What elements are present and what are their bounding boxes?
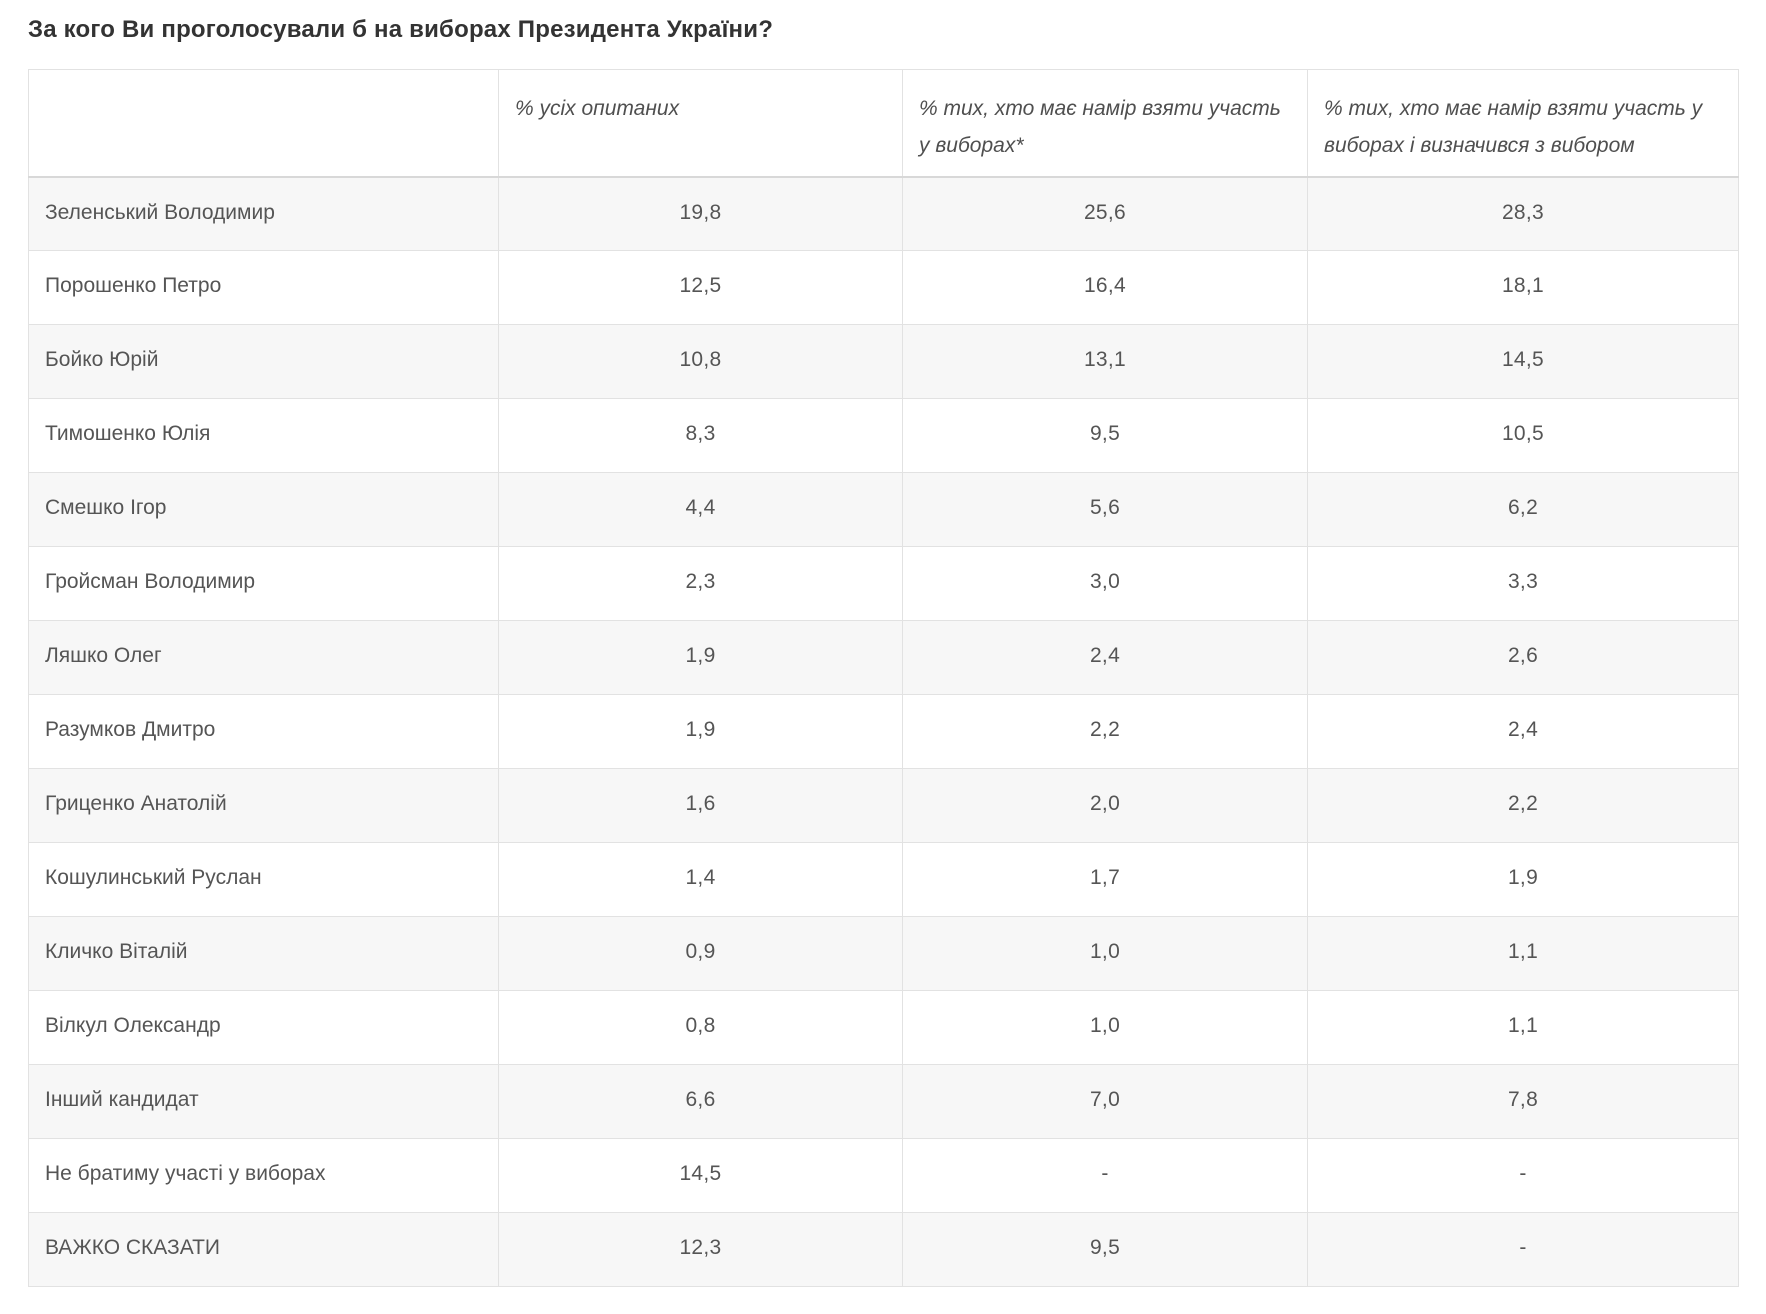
pct-intend-value: 13,1 <box>902 324 1308 399</box>
table-row: Разумков Дмитро 1,9 2,2 2,4 <box>28 694 1739 769</box>
pct-all-value: 0,8 <box>498 990 903 1065</box>
candidate-name: Гройсман Володимир <box>28 546 499 621</box>
pct-all-value: 1,9 <box>498 694 903 769</box>
col-header-pct-decided: % тих, хто має намір взяти участь у вибо… <box>1307 69 1739 178</box>
pct-intend-value: 1,0 <box>902 916 1308 991</box>
candidate-name: Не братиму участі у виборах <box>28 1138 499 1213</box>
pct-decided-value: 28,3 <box>1307 176 1739 251</box>
pct-all-value: 1,4 <box>498 842 903 917</box>
pct-all-value: 1,6 <box>498 768 903 843</box>
candidate-name: Разумков Дмитро <box>28 694 499 769</box>
pct-intend-value: 2,4 <box>902 620 1308 695</box>
pct-decided-value: 1,1 <box>1307 916 1739 991</box>
candidate-name: Вілкул Олександр <box>28 990 499 1065</box>
candidate-name: ВАЖКО СКАЗАТИ <box>28 1212 499 1287</box>
pct-intend-value: 9,5 <box>902 398 1308 473</box>
pct-decided-value: 14,5 <box>1307 324 1739 399</box>
pct-decided-value: 7,8 <box>1307 1064 1739 1139</box>
pct-decided-value: - <box>1307 1138 1739 1213</box>
pct-intend-value: - <box>902 1138 1308 1213</box>
table-row: Інший кандидат 6,6 7,0 7,8 <box>28 1064 1739 1139</box>
pct-decided-value: 1,1 <box>1307 990 1739 1065</box>
col-header-candidate <box>28 69 499 178</box>
col-header-pct-intend: % тих, хто має намір взяти участь у вибо… <box>902 69 1308 178</box>
candidate-name: Зеленський Володимир <box>28 176 499 251</box>
pct-all-value: 12,3 <box>498 1212 903 1287</box>
page-title: За кого Ви проголосували б на виборах Пр… <box>28 16 774 43</box>
pct-intend-value: 9,5 <box>902 1212 1308 1287</box>
table-row: Вілкул Олександр 0,8 1,0 1,1 <box>28 990 1739 1065</box>
candidate-name: Тимошенко Юлія <box>28 398 499 473</box>
pct-decided-value: 2,4 <box>1307 694 1739 769</box>
pct-decided-value: - <box>1307 1212 1739 1287</box>
table-row: Кличко Віталій 0,9 1,0 1,1 <box>28 916 1739 991</box>
pct-decided-value: 6,2 <box>1307 472 1739 547</box>
table-row: Бойко Юрій 10,8 13,1 14,5 <box>28 324 1739 399</box>
pct-intend-value: 2,2 <box>902 694 1308 769</box>
pct-intend-value: 2,0 <box>902 768 1308 843</box>
table-row: Тимошенко Юлія 8,3 9,5 10,5 <box>28 398 1739 473</box>
pct-all-value: 2,3 <box>498 546 903 621</box>
pct-intend-value: 7,0 <box>902 1064 1308 1139</box>
table-row: Зеленський Володимир 19,8 25,6 28,3 <box>28 176 1739 251</box>
pct-all-value: 0,9 <box>498 916 903 991</box>
pct-decided-value: 18,1 <box>1307 250 1739 325</box>
table-row: Кошулинський Руслан 1,4 1,7 1,9 <box>28 842 1739 917</box>
candidate-name: Кошулинський Руслан <box>28 842 499 917</box>
pct-all-value: 19,8 <box>498 176 903 251</box>
table-row: Смешко Ігор 4,4 5,6 6,2 <box>28 472 1739 547</box>
table-row: Гройсман Володимир 2,3 3,0 3,3 <box>28 546 1739 621</box>
table-row: Порошенко Петро 12,5 16,4 18,1 <box>28 250 1739 325</box>
pct-all-value: 8,3 <box>498 398 903 473</box>
pct-decided-value: 10,5 <box>1307 398 1739 473</box>
pct-all-value: 12,5 <box>498 250 903 325</box>
pct-intend-value: 1,7 <box>902 842 1308 917</box>
pct-decided-value: 1,9 <box>1307 842 1739 917</box>
pct-all-value: 6,6 <box>498 1064 903 1139</box>
pct-decided-value: 3,3 <box>1307 546 1739 621</box>
candidate-name: Кличко Віталій <box>28 916 499 991</box>
col-header-pct-all: % усіх опитаних <box>498 69 903 178</box>
pct-intend-value: 25,6 <box>902 176 1308 251</box>
pct-intend-value: 1,0 <box>902 990 1308 1065</box>
table-header-row: % усіх опитаних % тих, хто має намір взя… <box>28 69 1739 178</box>
table-row: Ляшко Олег 1,9 2,4 2,6 <box>28 620 1739 695</box>
pct-all-value: 1,9 <box>498 620 903 695</box>
pct-all-value: 4,4 <box>498 472 903 547</box>
pct-decided-value: 2,6 <box>1307 620 1739 695</box>
candidate-name: Порошенко Петро <box>28 250 499 325</box>
candidate-name: Ляшко Олег <box>28 620 499 695</box>
poll-results-table: % усіх опитаних % тих, хто має намір взя… <box>28 69 1739 1287</box>
pct-all-value: 10,8 <box>498 324 903 399</box>
candidate-name: Бойко Юрій <box>28 324 499 399</box>
table-row: ВАЖКО СКАЗАТИ 12,3 9,5 - <box>28 1212 1739 1287</box>
pct-all-value: 14,5 <box>498 1138 903 1213</box>
table-row: Гриценко Анатолій 1,6 2,0 2,2 <box>28 768 1739 843</box>
candidate-name: Смешко Ігор <box>28 472 499 547</box>
pct-intend-value: 5,6 <box>902 472 1308 547</box>
candidate-name: Гриценко Анатолій <box>28 768 499 843</box>
candidate-name: Інший кандидат <box>28 1064 499 1139</box>
pct-intend-value: 16,4 <box>902 250 1308 325</box>
table-row: Не братиму участі у виборах 14,5 - - <box>28 1138 1739 1213</box>
pct-intend-value: 3,0 <box>902 546 1308 621</box>
page: За кого Ви проголосували б на виборах Пр… <box>28 16 1739 1287</box>
pct-decided-value: 2,2 <box>1307 768 1739 843</box>
